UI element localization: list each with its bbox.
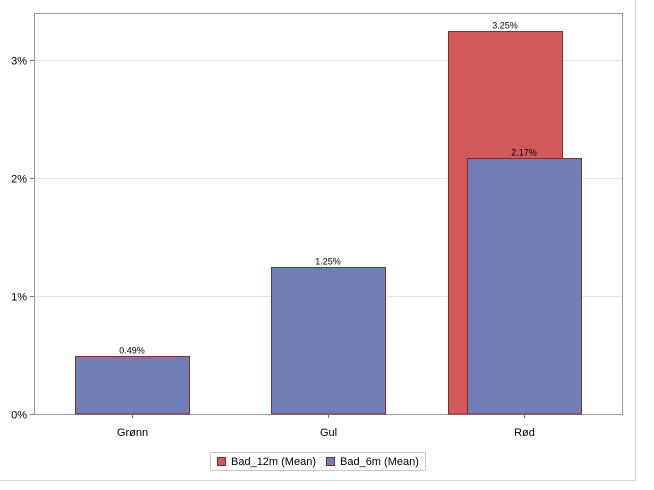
data-label-bad-12m-2: 3.25%	[492, 21, 518, 31]
legend: Bad_12m (Mean) Bad_6m (Mean)	[210, 452, 426, 471]
legend-swatch-bad-12m	[217, 457, 226, 466]
legend-item-bad-12m: Bad_12m (Mean)	[217, 456, 316, 468]
bars	[75, 31, 582, 415]
data-labels: 3.25% 0.49% 1.25% 2.17%	[119, 21, 537, 356]
y-tick-label-3: 3%	[11, 56, 27, 68]
chart-frame	[0, 0, 636, 481]
y-tick-label-0: 0%	[11, 410, 27, 422]
legend-swatch-bad-6m	[326, 457, 335, 466]
y-tick-label-1: 1%	[11, 292, 27, 304]
bar-bad-6m-1	[271, 267, 386, 415]
data-label-bad-6m-0: 0.49%	[119, 346, 145, 356]
x-tick-label-1: Gul	[320, 427, 337, 439]
bar-bad-6m-0	[75, 356, 190, 415]
data-label-bad-6m-2: 2.17%	[511, 148, 537, 158]
legend-label-bad-12m: Bad_12m (Mean)	[231, 455, 316, 468]
legend-item-bad-6m: Bad_6m (Mean)	[326, 456, 419, 468]
axes: 0% 1% 2% 3% Grønn Gul Rød	[11, 56, 535, 440]
data-label-bad-6m-1: 1.25%	[315, 257, 341, 267]
x-tick-label-0: Grønn	[117, 427, 148, 439]
y-tick-label-2: 2%	[11, 174, 27, 186]
legend-label-bad-6m: Bad_6m (Mean)	[340, 455, 419, 468]
x-tick-label-2: Rød	[514, 427, 535, 439]
bar-bad-6m-2	[467, 158, 582, 415]
